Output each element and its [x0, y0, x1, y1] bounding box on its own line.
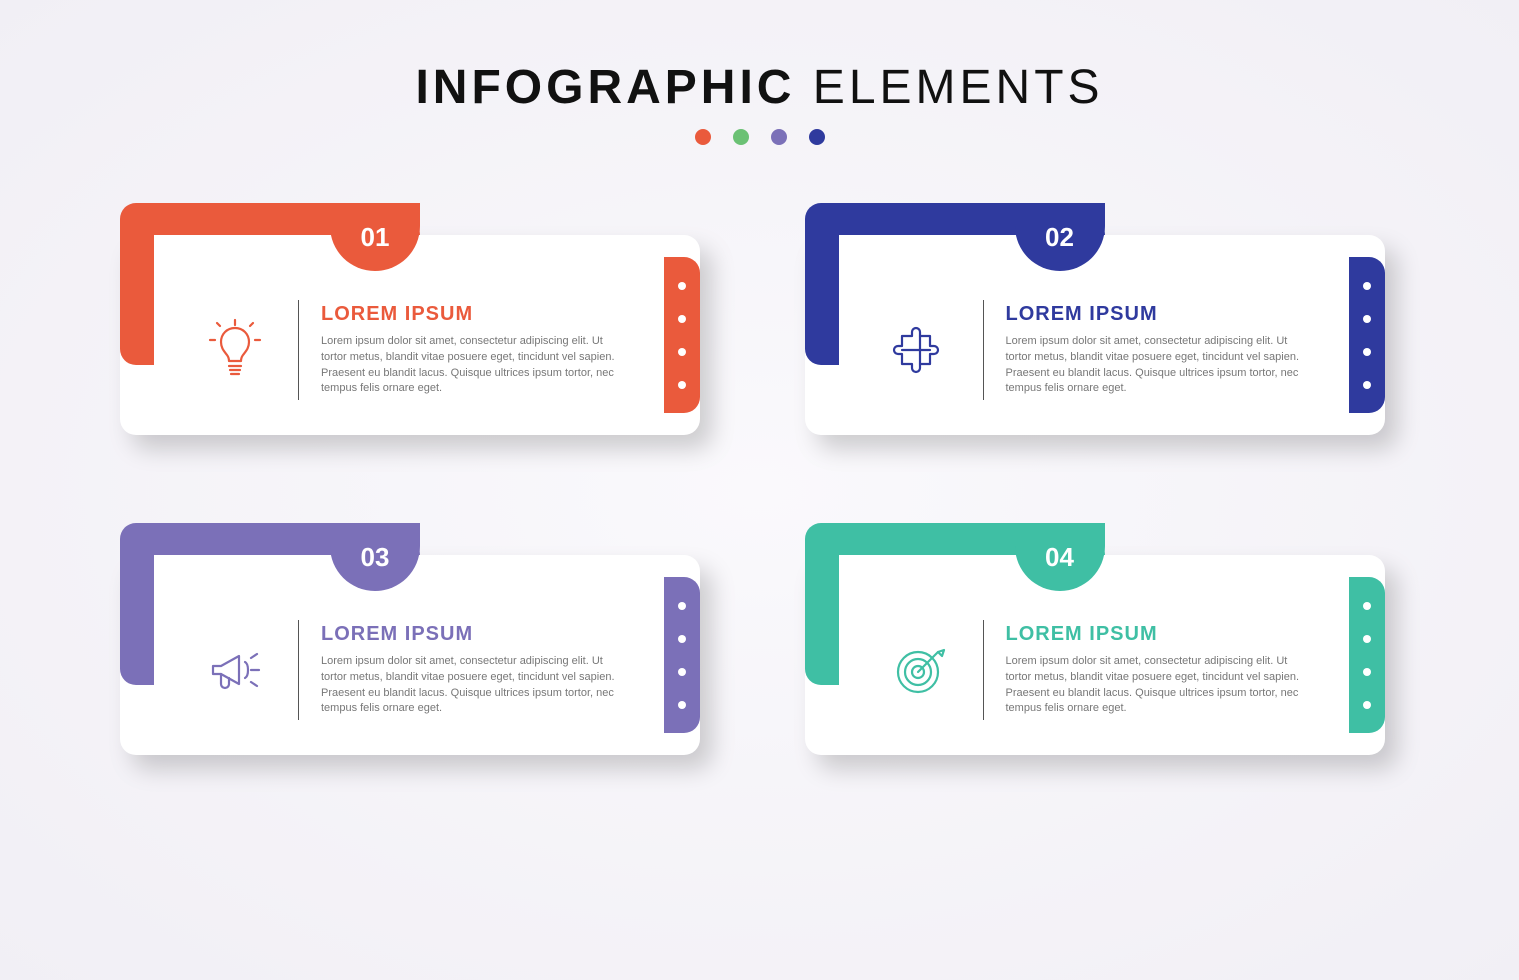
card-content: LOREM IPSUM Lorem ipsum dolor sit amet, c… [865, 605, 1325, 735]
palette-dot [733, 129, 749, 145]
card-heading: LOREM IPSUM [1006, 623, 1316, 646]
card-body-text: Lorem ipsum dolor sit amet, consectetur … [321, 334, 631, 398]
card-heading: LOREM IPSUM [321, 623, 631, 646]
palette-dot [695, 129, 711, 145]
card-number: 01 [330, 203, 420, 271]
right-tab-dot [1363, 348, 1371, 356]
right-tab-dot [678, 282, 686, 290]
divider [983, 300, 984, 400]
card-body: 02 LOREM IPSUMLorem ipsum dolor sit amet… [805, 235, 1385, 435]
card-text: LOREM IPSUM Lorem ipsum dolor sit amet, c… [1006, 303, 1316, 398]
cards-grid: 01 LOREM IPSUM Lorem ipsum dolor sit amet… [0, 145, 1519, 755]
right-tab-dot [678, 602, 686, 610]
puzzle-icon [865, 318, 975, 382]
right-tab-dot [678, 348, 686, 356]
card-left-tab [120, 235, 154, 365]
card-content: LOREM IPSUM Lorem ipsum dolor sit amet, c… [180, 285, 640, 415]
right-tab-dot [1363, 282, 1371, 290]
palette-dot [771, 129, 787, 145]
card-right-tab [664, 257, 700, 413]
right-tab-dot [1363, 315, 1371, 323]
card: 03 LOREM IPSUMLorem ipsum dolor sit amet… [120, 555, 715, 755]
card-number: 04 [1015, 523, 1105, 591]
card-number: 02 [1015, 203, 1105, 271]
right-tab-dot [1363, 602, 1371, 610]
title-light: ELEMENTS [813, 61, 1104, 114]
divider [983, 620, 984, 720]
card-text: LOREM IPSUM Lorem ipsum dolor sit amet, c… [321, 303, 631, 398]
card-text: LOREM IPSUM Lorem ipsum dolor sit amet, c… [321, 623, 631, 718]
card-heading: LOREM IPSUM [1006, 303, 1316, 326]
card: 01 LOREM IPSUMLorem ipsum dolor sit amet… [120, 235, 715, 435]
title-area: INFOGRAPHIC ELEMENTS [0, 0, 1519, 145]
card-text: LOREM IPSUM Lorem ipsum dolor sit amet, c… [1006, 623, 1316, 718]
card-body: 01 LOREM IPSUMLorem ipsum dolor sit amet… [120, 235, 700, 435]
right-tab-dot [678, 315, 686, 323]
card: 04 LOREM IPSUMLorem ipsum dolor sit amet… [805, 555, 1400, 755]
lightbulb-icon [180, 318, 290, 382]
right-tab-dot [1363, 668, 1371, 676]
card-body: 04 LOREM IPSUMLorem ipsum dolor sit amet… [805, 555, 1385, 755]
card-right-tab [664, 577, 700, 733]
card-left-tab [805, 555, 839, 685]
card-left-tab [805, 235, 839, 365]
card-body-text: Lorem ipsum dolor sit amet, consectetur … [1006, 334, 1316, 398]
palette-dot [809, 129, 825, 145]
card-left-tab [120, 555, 154, 685]
card-body-text: Lorem ipsum dolor sit amet, consectetur … [1006, 654, 1316, 718]
right-tab-dot [1363, 635, 1371, 643]
card-content: LOREM IPSUM Lorem ipsum dolor sit amet, c… [180, 605, 640, 735]
card-body: 03 LOREM IPSUMLorem ipsum dolor sit amet… [120, 555, 700, 755]
card-number: 03 [330, 523, 420, 591]
right-tab-dot [678, 381, 686, 389]
right-tab-dot [678, 668, 686, 676]
card-right-tab [1349, 257, 1385, 413]
target-icon [865, 638, 975, 702]
card-right-tab [1349, 577, 1385, 733]
page-title: INFOGRAPHIC ELEMENTS [0, 60, 1519, 115]
title-bold: INFOGRAPHIC [415, 61, 795, 114]
right-tab-dot [678, 701, 686, 709]
card-content: LOREM IPSUM Lorem ipsum dolor sit amet, c… [865, 285, 1325, 415]
card: 02 LOREM IPSUMLorem ipsum dolor sit amet… [805, 235, 1400, 435]
megaphone-icon [180, 638, 290, 702]
card-heading: LOREM IPSUM [321, 303, 631, 326]
divider [298, 300, 299, 400]
divider [298, 620, 299, 720]
right-tab-dot [1363, 701, 1371, 709]
palette-dots [0, 129, 1519, 145]
right-tab-dot [678, 635, 686, 643]
right-tab-dot [1363, 381, 1371, 389]
card-body-text: Lorem ipsum dolor sit amet, consectetur … [321, 654, 631, 718]
